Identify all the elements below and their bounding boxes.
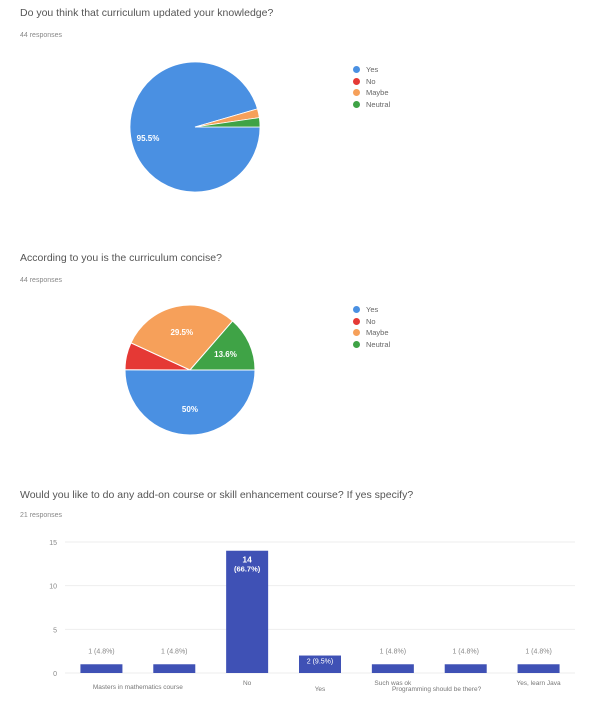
y-tick-label: 5	[53, 627, 57, 634]
legend-label: Yes	[366, 305, 379, 315]
pie-slice-label-yes: 95.5%	[137, 134, 160, 143]
chart-section-1: Do you think that curriculum updated you…	[0, 0, 604, 230]
legend-swatch	[353, 317, 360, 325]
legend-item-neutral: Neutral	[353, 339, 390, 351]
x-tick-label: Yes	[315, 686, 326, 693]
legend-item-no: No	[353, 76, 390, 88]
x-tick-label: Yes, learn Java	[516, 680, 561, 687]
pie-slice-yes	[124, 369, 256, 436]
legend-item-no: No	[353, 316, 390, 328]
chart-2-legend: Yes No Maybe Neutral	[353, 304, 390, 350]
legend-label: Neutral	[366, 339, 391, 349]
legend-label: Yes	[366, 65, 379, 75]
bar-data-label: 1 (4.8%)	[161, 648, 187, 655]
bar-data-label: (66.7%)	[234, 565, 261, 574]
x-tick-label: Programming should be there?	[392, 686, 482, 693]
legend-swatch	[353, 306, 360, 314]
legend-item-maybe: Maybe	[353, 87, 390, 99]
legend-swatch	[353, 340, 360, 348]
legend-swatch	[353, 77, 360, 85]
chart-3-response-count: 21 responses	[20, 512, 63, 519]
pie-slice-neutral	[188, 320, 256, 371]
pie-slice-label-neutral: 13.6%	[214, 350, 237, 359]
chart-1-response-count: 44 responses	[20, 32, 63, 39]
y-tick-label: 10	[49, 584, 57, 591]
bar-data-label: 14	[242, 555, 252, 565]
pie-chart-1: 95.5%	[129, 61, 261, 193]
legend-item-yes: Yes	[353, 304, 390, 316]
bar	[299, 655, 341, 673]
x-tick-label: No	[243, 680, 252, 687]
legend-item-yes: Yes	[353, 64, 390, 76]
chart-1-title: Do you think that curriculum updated you…	[20, 7, 274, 19]
pie-slice-label-maybe: 29.5%	[170, 328, 193, 337]
pie-slice-neutral	[194, 117, 261, 128]
legend-swatch	[353, 100, 360, 108]
legend-label: Maybe	[366, 328, 389, 338]
legend-swatch	[353, 66, 360, 74]
bar-data-label: 1 (4.8%)	[525, 648, 551, 655]
bar-data-label: 1 (4.8%)	[452, 648, 478, 655]
pie-chart-2: 50% 29.5% 13.6%	[124, 304, 256, 436]
y-tick-label: 0	[53, 671, 57, 678]
chart-2-title: According to you is the curriculum conci…	[20, 252, 222, 264]
bar	[226, 550, 269, 673]
bar-chart-3: 0 5 10 15 1 (4.8%) 1 (4.8%) 14(66.7%) 2 (9.5%) 1…	[49, 540, 575, 693]
chart-3-title: Would you like to do any add-on course o…	[20, 489, 414, 501]
chart-2-response-count: 44 responses	[20, 277, 63, 284]
legend-label: No	[366, 316, 376, 326]
bar-data-label: 2 (9.5%)	[307, 659, 333, 666]
bar	[153, 664, 196, 673]
x-tick-label: Such was ok	[374, 680, 412, 687]
bar-data-label: 1 (4.8%)	[380, 648, 406, 655]
pie-slice-label-yes: 50%	[182, 405, 198, 414]
bar-data-label: 1 (4.8%)	[88, 648, 114, 655]
legend-item-maybe: Maybe	[353, 327, 390, 339]
pie-slice-maybe	[130, 304, 234, 371]
chart-section-2: According to you is the curriculum conci…	[20, 252, 390, 436]
legend-swatch	[353, 89, 360, 97]
bar	[80, 664, 123, 673]
legend-swatch	[353, 329, 360, 337]
legend-label: Maybe	[366, 88, 389, 98]
y-tick-label: 15	[49, 540, 57, 547]
legend-item-neutral: Neutral	[353, 99, 390, 111]
chart-1-legend: Yes No Maybe Neutral	[353, 64, 390, 110]
bar	[444, 664, 487, 673]
legend-label: Neutral	[366, 99, 391, 109]
bar	[371, 664, 414, 673]
bar	[517, 664, 560, 673]
x-tick-label: Masters in mathematics course	[93, 684, 183, 691]
legend-label: No	[366, 76, 376, 86]
